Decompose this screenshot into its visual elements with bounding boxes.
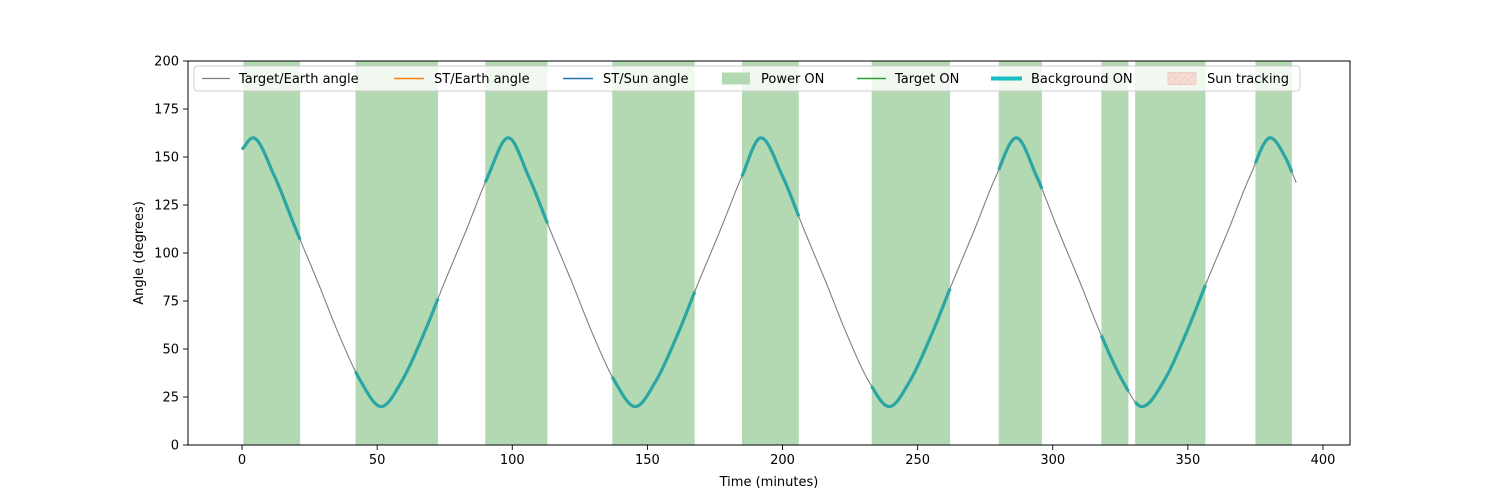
- power-on-span: [355, 61, 438, 445]
- y-axis-title: Angle (degrees): [132, 201, 147, 305]
- x-tick-label: 350: [1175, 453, 1200, 468]
- y-tick-label: 75: [162, 295, 179, 310]
- background-on-segment: [610, 291, 697, 409]
- legend: Target/Earth angle ST/Earth angle ST/Sun…: [193, 65, 1301, 92]
- background-on-segment: [997, 136, 1044, 190]
- target-earth-angle-point: [995, 175, 997, 177]
- legend-label-st-earth: ST/Earth angle: [434, 72, 530, 87]
- y-tick-label: 200: [154, 55, 179, 70]
- target-earth-angle-point: [549, 229, 551, 231]
- power-on-spans: [243, 61, 1292, 445]
- target-earth-angle-point: [719, 229, 721, 231]
- background-on-segments: [240, 136, 1294, 409]
- legend-label-power-on: Power ON: [761, 72, 824, 87]
- target-earth-angle-point: [1057, 229, 1059, 231]
- legend-label-sun-tracking: Sun tracking: [1207, 72, 1289, 87]
- power-on-span: [243, 61, 301, 445]
- background-on-segment: [483, 136, 549, 224]
- target-earth-angle-point: [444, 281, 446, 283]
- target-earth-angle-point: [1227, 229, 1229, 231]
- x-tick-label: 300: [1040, 453, 1065, 468]
- target-earth-angle-point: [803, 229, 805, 231]
- legend-label-target-on: Target ON: [894, 72, 959, 87]
- y-tick-label: 125: [154, 199, 179, 214]
- legend-label-target-earth: Target/Earth angle: [238, 72, 359, 87]
- x-tick-label: 100: [500, 453, 525, 468]
- x-axis-ticks: 0 50 100 150 200 250 300 350 400: [238, 445, 1335, 468]
- y-tick-label: 175: [154, 103, 179, 118]
- target-earth-angle-point: [338, 334, 340, 337]
- target-earth-angle-point: [1249, 175, 1251, 177]
- background-on-segment: [1133, 284, 1207, 409]
- target-earth-angle-point: [973, 229, 975, 231]
- power-on-span: [1255, 61, 1292, 445]
- background-on-segment: [870, 287, 952, 409]
- power-on-span: [612, 61, 695, 445]
- target-earth-angle-point: [846, 334, 848, 337]
- legend-label-background-on: Background ON: [1031, 72, 1133, 87]
- background-on-segment: [240, 136, 302, 241]
- power-on-span: [1135, 61, 1206, 445]
- target-earth-angle-point: [868, 381, 870, 383]
- target-earth-angle-point: [317, 281, 319, 283]
- x-tick-label: 400: [1311, 453, 1336, 468]
- background-on-segment: [740, 136, 801, 217]
- background-on-segment: [1099, 334, 1130, 393]
- background-on-segment: [354, 298, 440, 409]
- power-on-span: [741, 61, 799, 445]
- target-earth-angle-point: [952, 281, 954, 283]
- y-tick-label: 25: [162, 391, 179, 406]
- power-on-span: [1101, 61, 1129, 445]
- target-earth-angle-point: [1295, 181, 1297, 183]
- x-tick-label: 150: [635, 453, 660, 468]
- target-earth-angle-point: [825, 281, 827, 283]
- power-on-span: [871, 61, 951, 445]
- y-axis-ticks: 0 25 50 75 100 125 150 175 200: [154, 55, 188, 454]
- legend-label-st-sun: ST/Sun angle: [603, 72, 689, 87]
- y-tick-label: 50: [162, 343, 179, 358]
- target-earth-angle-point: [592, 334, 594, 337]
- x-tick-label: 200: [770, 453, 795, 468]
- x-tick-label: 50: [369, 453, 386, 468]
- y-tick-label: 150: [154, 151, 179, 166]
- y-tick-label: 100: [154, 247, 179, 262]
- x-tick-label: 0: [238, 453, 246, 468]
- target-earth-angle-point: [698, 281, 700, 283]
- target-earth-angle-point: [465, 229, 467, 231]
- hatch-line: [1176, 72, 1190, 85]
- hatch-line: [1183, 72, 1197, 85]
- x-axis-title: Time (minutes): [719, 475, 819, 490]
- y-tick-label: 0: [171, 439, 179, 454]
- background-on-segment: [1253, 136, 1294, 173]
- hatch-line: [1169, 72, 1183, 85]
- power-on-span: [998, 61, 1042, 445]
- target-earth-angle-point: [1206, 281, 1208, 283]
- target-earth-angle-point: [571, 281, 573, 283]
- legend-swatch-sun-tracking-hatch: [1167, 72, 1197, 85]
- hatch-line: [1190, 79, 1197, 85]
- power-on-span: [485, 61, 548, 445]
- legend-swatch-power-on: [722, 72, 750, 85]
- hatch-line: [1167, 72, 1176, 80]
- target-earth-angle-point: [1079, 281, 1081, 283]
- x-tick-label: 250: [905, 453, 930, 468]
